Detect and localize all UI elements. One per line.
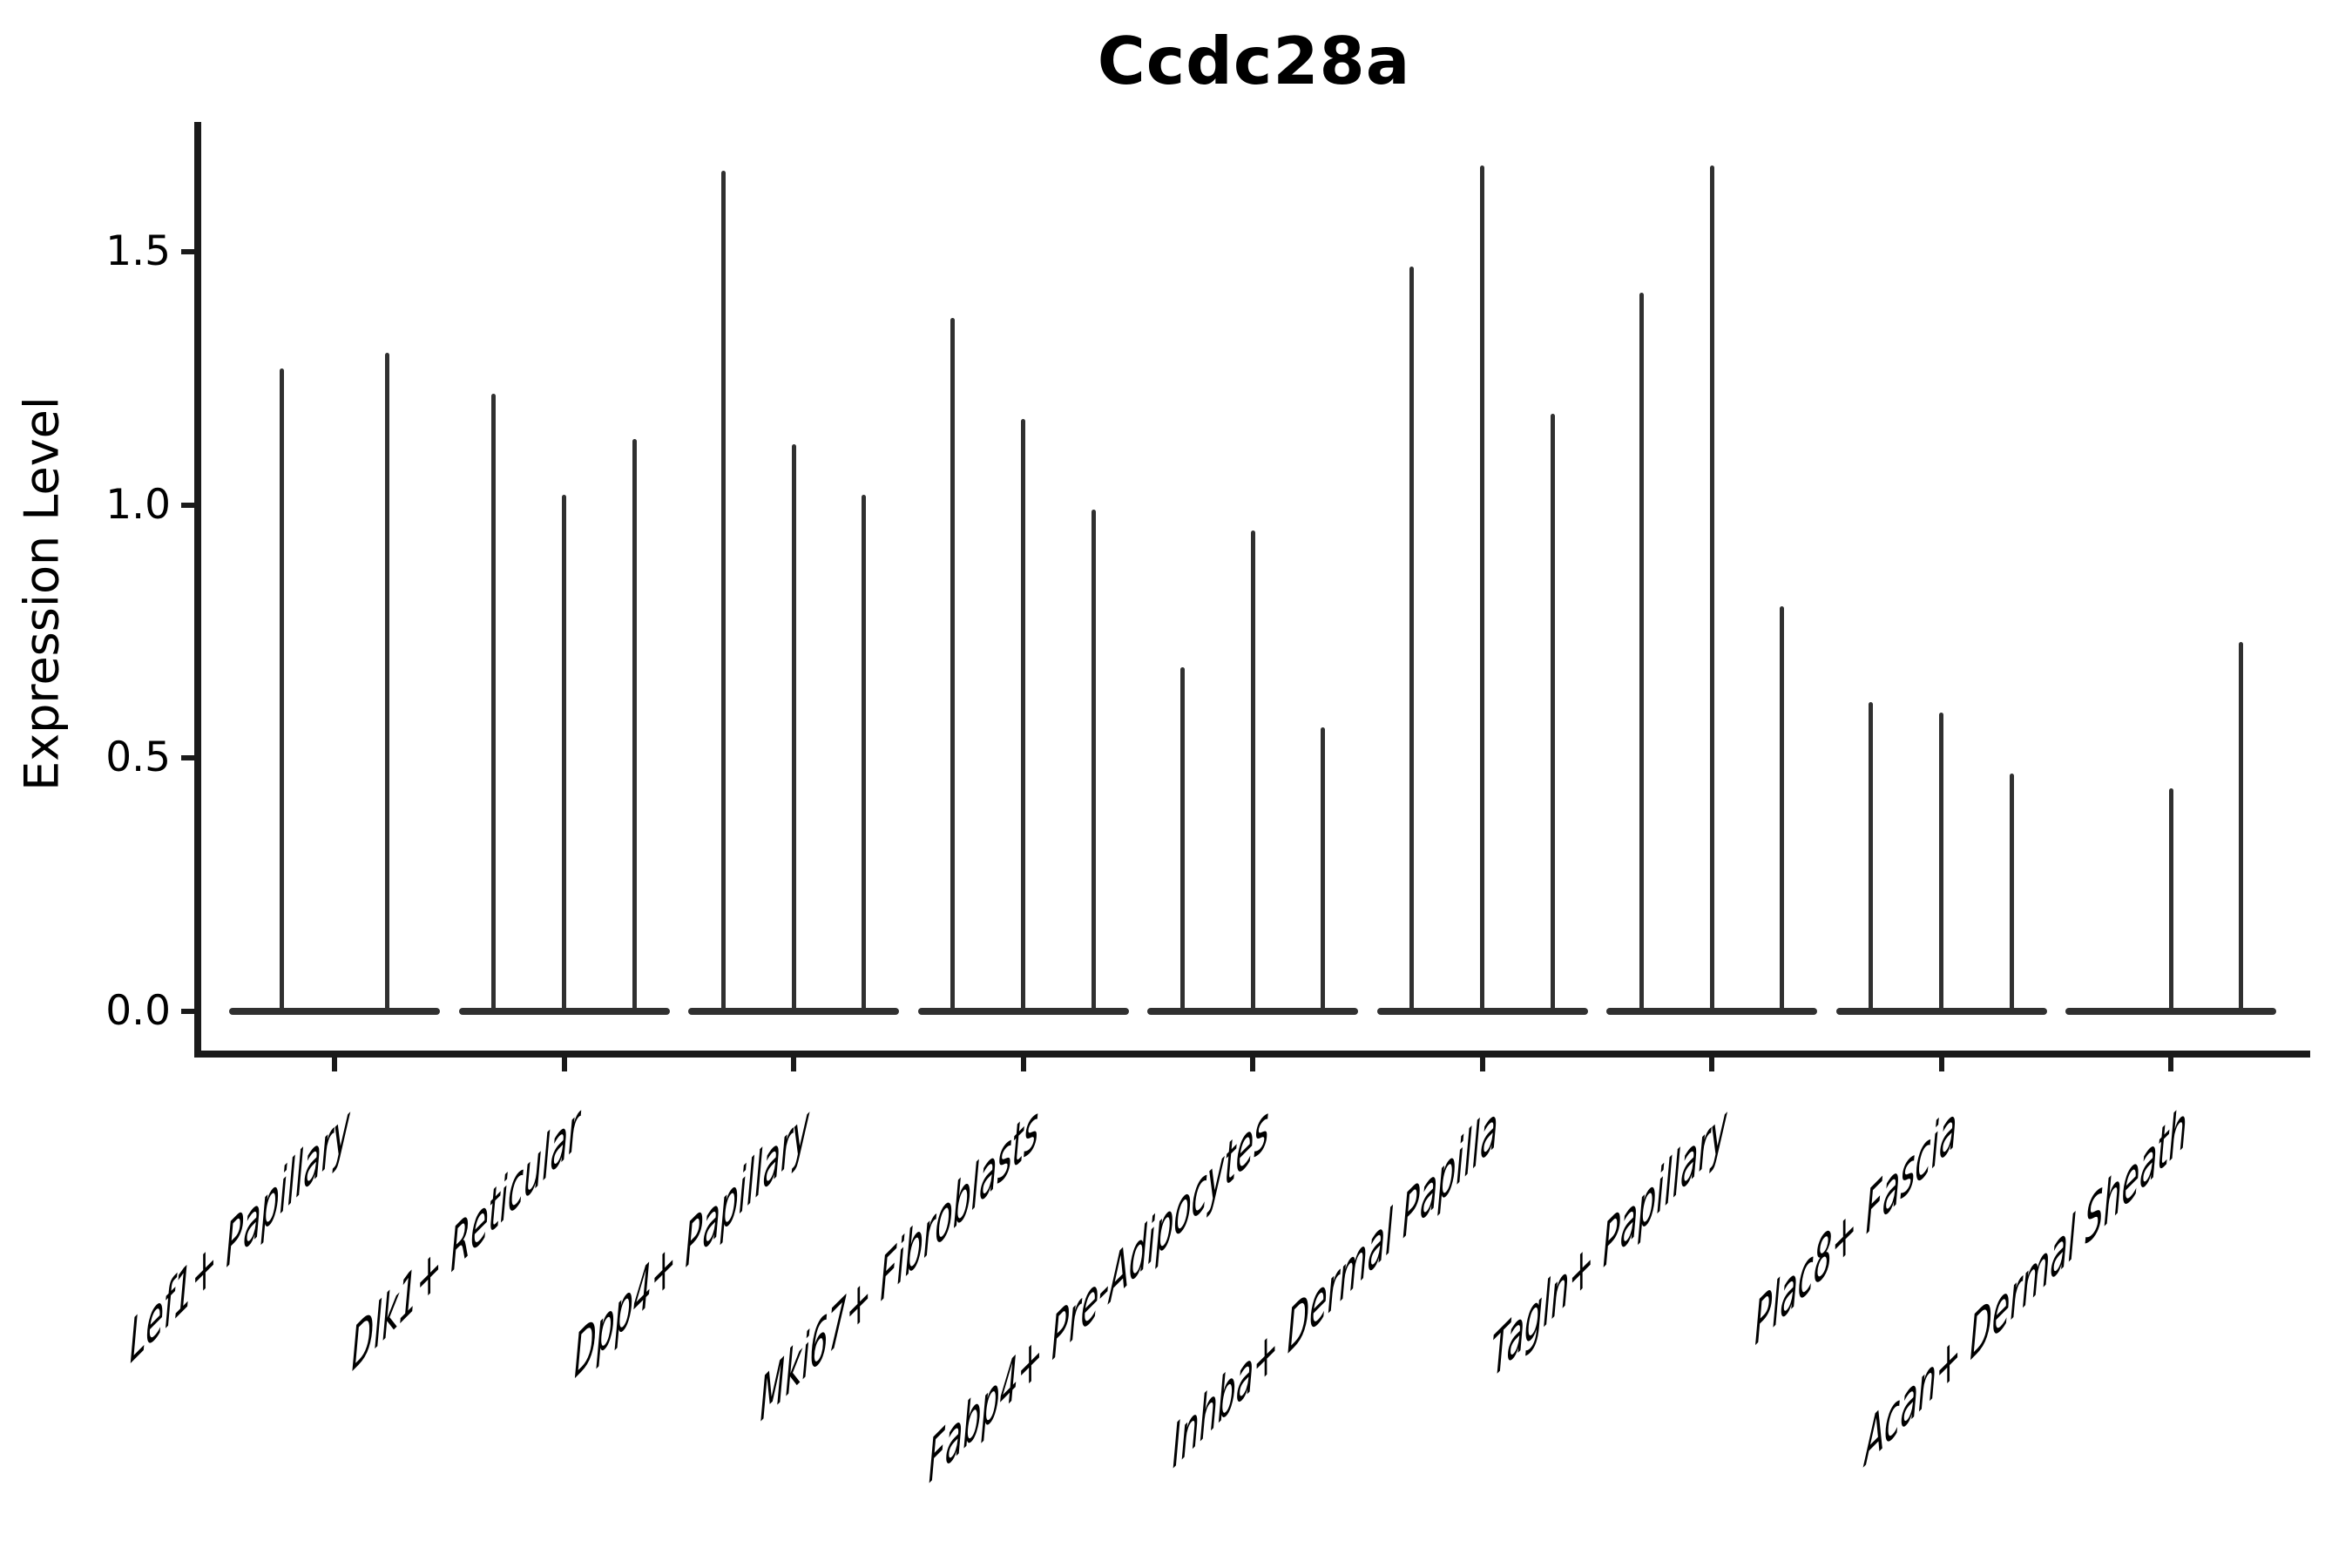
- y-axis-label: Expression Level: [14, 396, 70, 791]
- violin-spike: [491, 393, 497, 1011]
- violin-spike: [2239, 641, 2244, 1011]
- violin-spike: [1409, 267, 1415, 1011]
- violin-base: [1606, 1008, 1817, 1015]
- violin-spike: [1709, 166, 1714, 1011]
- violin-base: [688, 1008, 899, 1015]
- bottom-spine: [194, 1051, 2310, 1058]
- violin-spike: [862, 495, 867, 1011]
- x-tick-label: Plac8+ Fascia: [1754, 1091, 1957, 1361]
- x-tick-mark: [1250, 1058, 1255, 1071]
- violin-spike: [1480, 166, 1484, 1011]
- y-tick-label: 1.5: [105, 227, 171, 275]
- violin-spike: [1250, 530, 1255, 1011]
- x-tick-mark: [561, 1058, 567, 1071]
- x-tick-mark: [332, 1058, 337, 1071]
- violin-spike: [1780, 605, 1785, 1011]
- violin-base: [229, 1008, 440, 1015]
- x-tick-label: Lef1+ Papillary: [129, 1091, 350, 1379]
- violin-spike: [1179, 666, 1185, 1011]
- violin-spike: [950, 317, 956, 1011]
- left-spine: [194, 122, 201, 1057]
- violin-base: [458, 1008, 670, 1015]
- y-tick-mark: [181, 1009, 194, 1014]
- violin-base: [1147, 1008, 1358, 1015]
- x-tick-mark: [791, 1058, 796, 1071]
- x-tick-mark: [1709, 1058, 1714, 1071]
- y-tick-mark: [181, 249, 194, 254]
- y-tick-mark: [181, 502, 194, 508]
- x-tick-mark: [1938, 1058, 1944, 1071]
- plot-title: Ccdc28a: [1097, 23, 1411, 99]
- x-tick-mark: [2168, 1058, 2173, 1071]
- violin-spike: [791, 443, 796, 1011]
- violin-base: [917, 1008, 1129, 1015]
- violin-spike: [2168, 788, 2173, 1011]
- violin-base: [2065, 1008, 2276, 1015]
- x-tick-label: Dlk1+ Reticular: [351, 1091, 580, 1387]
- violin-spike: [562, 495, 566, 1011]
- y-tick-label: 0.0: [105, 987, 171, 1035]
- violin-base: [1376, 1008, 1588, 1015]
- y-tick-label: 1.0: [105, 480, 171, 529]
- violin-spike: [1021, 418, 1025, 1011]
- violin-spike: [1939, 713, 1943, 1011]
- y-tick-mark: [181, 755, 194, 761]
- violin-base: [1835, 1008, 2047, 1015]
- violin-spike: [720, 170, 726, 1011]
- violin-spike: [1091, 510, 1096, 1011]
- violin-spike: [632, 439, 637, 1011]
- y-tick-label: 0.5: [105, 733, 171, 782]
- x-tick-mark: [1479, 1058, 1485, 1071]
- x-tick-label: Dpp4+ Papillary: [573, 1091, 809, 1395]
- x-tick-label: Tagln+ Papillary: [1492, 1091, 1727, 1394]
- x-tick-mark: [1020, 1058, 1026, 1071]
- violin-spike: [1550, 414, 1555, 1011]
- violin-spike: [280, 368, 284, 1011]
- violin-spike: [2009, 773, 2014, 1011]
- violin-spike: [1869, 702, 1874, 1011]
- violin-spike: [1321, 727, 1326, 1011]
- violin-spike: [385, 353, 389, 1011]
- violin-spike: [1639, 292, 1644, 1011]
